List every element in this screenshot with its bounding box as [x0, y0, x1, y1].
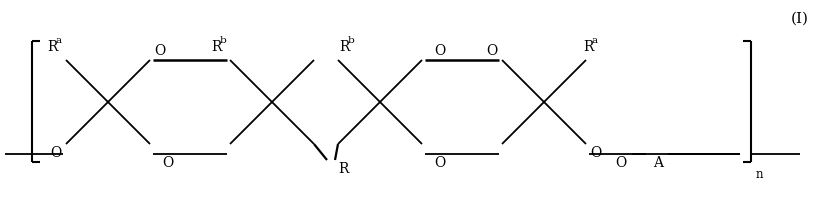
Text: n: n: [755, 167, 763, 180]
Text: a: a: [592, 35, 598, 45]
Text: R: R: [582, 40, 593, 54]
Text: R: R: [211, 40, 221, 54]
Text: O: O: [163, 156, 173, 170]
Text: O: O: [50, 146, 62, 160]
Text: a: a: [56, 35, 62, 45]
Text: R: R: [47, 40, 57, 54]
Text: O: O: [487, 44, 497, 58]
Text: O: O: [435, 156, 446, 170]
Text: R: R: [337, 162, 348, 176]
Text: A: A: [653, 156, 663, 170]
Text: O: O: [591, 146, 601, 160]
Text: b: b: [347, 35, 355, 45]
Text: O: O: [615, 156, 627, 170]
Text: b: b: [219, 35, 226, 45]
Text: (I): (I): [791, 12, 809, 26]
Text: O: O: [154, 44, 166, 58]
Text: O: O: [435, 44, 446, 58]
Text: R: R: [339, 40, 349, 54]
